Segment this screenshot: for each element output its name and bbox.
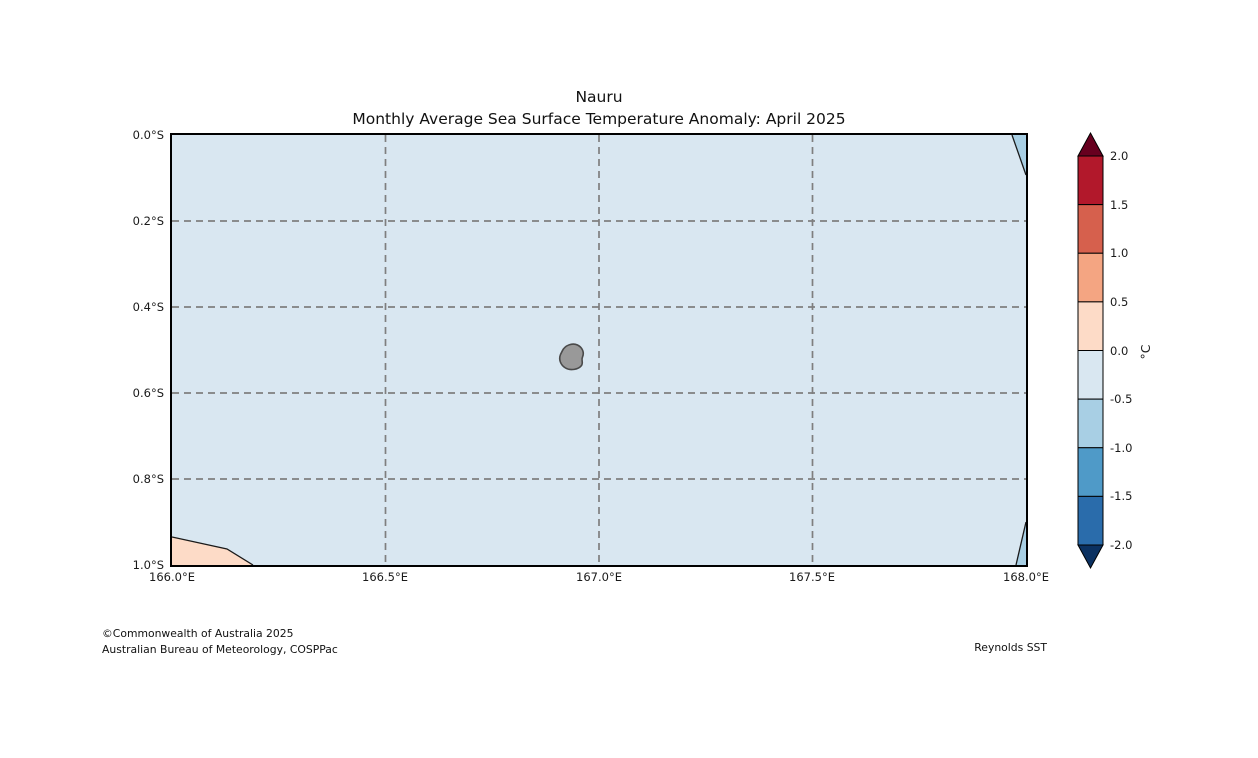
colorbar-tick-label: -0.5 (1110, 392, 1133, 407)
colorbar-segment (1077, 204, 1104, 254)
y-tick-label: 0.6°S (132, 386, 164, 400)
chart-title: Nauru (575, 88, 623, 106)
x-tick-label: 167.5°E (789, 570, 835, 584)
y-tick-label: 0.8°S (132, 472, 164, 486)
chart-subtitle: Monthly Average Sea Surface Temperature … (352, 110, 846, 128)
x-tick-label: 167.0°E (576, 570, 622, 584)
colorbar-tick-label: -2.0 (1110, 538, 1133, 552)
footer-credits: ©Commonwealth of Australia 2025 Australi… (102, 626, 338, 657)
colorbar-tick-label: 0.0 (1110, 343, 1129, 358)
contour-line-sw (172, 536, 254, 565)
colorbar-segment (1077, 252, 1104, 303)
y-tick-label: 1.0°S (132, 558, 164, 572)
colorbar-tick-label: 0.5 (1110, 294, 1129, 309)
colorbar-unit-label: °C (1138, 344, 1153, 360)
x-tick-label: 166.0°E (149, 570, 195, 584)
title-block: Nauru Monthly Average Sea Surface Temper… (172, 86, 1026, 130)
colorbar-tick-label: 1.0 (1110, 246, 1129, 261)
contour-line-ne (1011, 135, 1026, 176)
colorbar-arrow-top (1077, 131, 1104, 157)
graticule (172, 135, 1026, 565)
colorbar-tick-label: -1.5 (1110, 489, 1133, 504)
sea-region (172, 135, 1026, 565)
contour-line-se (1015, 521, 1026, 565)
y-tick-label: 0.2°S (132, 214, 164, 228)
colorbar-tick-label: -1.0 (1110, 440, 1133, 455)
colorbar-segment (1077, 350, 1104, 400)
colorbar-segment (1077, 447, 1104, 497)
warm-anomaly-region-sw (172, 537, 253, 565)
colorbar-segment (1077, 398, 1104, 449)
copyright-text: ©Commonwealth of Australia 2025 (102, 627, 294, 640)
org-text: Australian Bureau of Meteorology, COSPPa… (102, 642, 338, 656)
colorbar-segment (1077, 155, 1104, 206)
colorbar-arrow-bottom (1077, 544, 1104, 570)
y-tick-label: 0.0°S (132, 128, 164, 142)
colorbar-segment (1077, 301, 1104, 352)
source-text: Reynolds SST (974, 641, 1047, 654)
colorbar-tick-label: 1.5 (1110, 197, 1129, 212)
x-tick-label: 166.5°E (362, 570, 408, 584)
nauru-island (558, 343, 585, 371)
y-tick-label: 0.4°S (132, 300, 164, 314)
colorbar-tick-label: 2.0 (1110, 149, 1129, 163)
sst-map (170, 133, 1028, 567)
x-tick-label: 168.0°E (1003, 570, 1049, 584)
colorbar-segment (1077, 495, 1104, 546)
colorbar (1077, 131, 1104, 570)
